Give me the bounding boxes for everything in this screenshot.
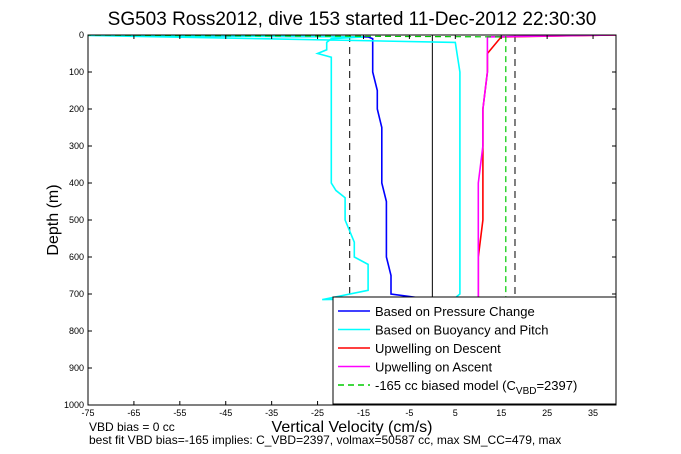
- x-tick-label-10: 25: [542, 408, 552, 418]
- series-line-2: [477, 35, 616, 300]
- legend-label-1: Based on Buoyancy and Pitch: [375, 323, 548, 338]
- y-tick-label-2: 200: [69, 104, 84, 114]
- x-tick-label-4: -35: [265, 408, 278, 418]
- legend-box: [332, 296, 617, 405]
- y-axis: 0 100 200 300 400 500 600 700 800 900 1000: [64, 30, 616, 410]
- series-line-3: [477, 35, 616, 300]
- footer-line-2: best fit VBD bias=-165 implies: C_VBD=23…: [89, 433, 561, 447]
- x-axis-label: Vertical Velocity (cm/s): [272, 419, 433, 436]
- y-tick-label-8: 800: [69, 326, 84, 336]
- legend-label-4: -165 cc biased model (CVBD=2397): [375, 378, 577, 397]
- legend-label-3: Upwelling on Ascent: [375, 360, 492, 375]
- y-axis-label: Depth (m): [45, 184, 62, 255]
- x-tick-label-1: -65: [127, 408, 140, 418]
- y-tick-label-1: 100: [69, 67, 84, 77]
- y-tick-label-7: 700: [69, 289, 84, 299]
- x-tick-label-5: -25: [311, 408, 324, 418]
- y-tick-label-6: 600: [69, 252, 84, 262]
- legend-label-0: Based on Pressure Change: [375, 304, 535, 319]
- x-tick-label-0: -75: [81, 408, 94, 418]
- y-tick-label-0: 0: [79, 30, 84, 40]
- footer-line-1: VBD bias = 0 cc: [89, 420, 175, 434]
- y-tick-label-10: 1000: [64, 400, 84, 410]
- x-tick-label-6: -15: [357, 408, 370, 418]
- y-tick-label-3: 300: [69, 141, 84, 151]
- x-tick-label-9: 15: [496, 408, 506, 418]
- y-tick-label-5: 500: [69, 215, 84, 225]
- x-tick-label-7: -5: [405, 408, 413, 418]
- series-line-4: [88, 35, 507, 300]
- series-line-1: [88, 35, 461, 301]
- legend: Based on Pressure Change Based on Buoyanc…: [332, 296, 617, 405]
- x-tick-label-3: -45: [219, 408, 232, 418]
- chart-title: SG503 Ross2012, dive 153 started 11-Dec-…: [108, 9, 597, 30]
- y-tick-label-4: 400: [69, 178, 84, 188]
- y-tick-label-9: 900: [69, 363, 84, 373]
- series-line-0: [88, 35, 433, 301]
- x-tick-label-2: -55: [173, 408, 186, 418]
- x-tick-label-8: 5: [453, 408, 458, 418]
- x-tick-label-11: 35: [588, 408, 598, 418]
- legend-label-2: Upwelling on Descent: [375, 341, 501, 356]
- series-layer: [88, 35, 616, 301]
